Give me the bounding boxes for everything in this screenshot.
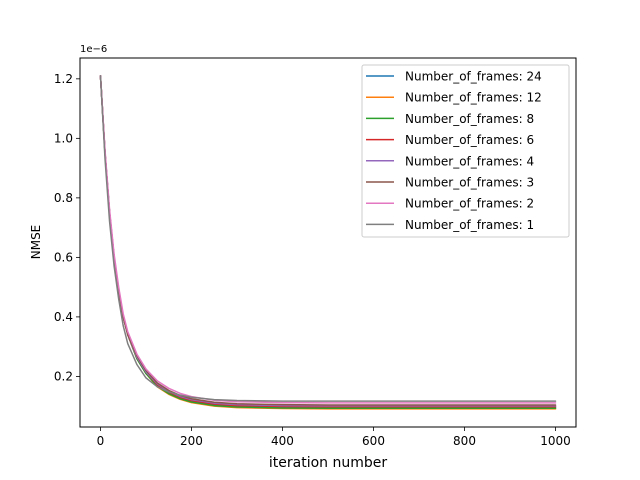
y-tick-label: 0.6 <box>54 250 73 264</box>
legend-box <box>361 64 570 238</box>
legend-label: Number_of_frames: 8 <box>405 112 534 126</box>
legend-label: Number_of_frames: 24 <box>405 70 542 84</box>
legend-label: Number_of_frames: 12 <box>405 91 542 105</box>
plot-frame <box>79 57 577 428</box>
legend-items: Number_of_frames: 24 Number_of_frames: 12… <box>366 70 542 232</box>
y-tick-label: 1.0 <box>54 131 73 145</box>
legend-label: Number_of_frames: 2 <box>405 197 534 211</box>
y-tick-label: 0.8 <box>54 191 73 205</box>
x-tick-label: 400 <box>271 434 294 448</box>
legend-label: Number_of_frames: 3 <box>405 176 534 190</box>
x-tick-label: 0 <box>97 434 105 448</box>
y-offset-label: 1e−6 <box>80 44 107 55</box>
series-line-8 <box>99 75 557 402</box>
y-tick-label: 0.4 <box>54 310 73 324</box>
y-tick-label: 1.2 <box>54 72 73 86</box>
y-tick-label: 0.2 <box>54 369 73 383</box>
y-axis-ticks: 0.2 0.4 0.6 0.8 1.0 1.2 <box>54 72 80 383</box>
x-tick-label: 200 <box>180 434 203 448</box>
x-tick-label: 600 <box>362 434 385 448</box>
legend-label: Number_of_frames: 1 <box>405 218 534 232</box>
y-axis-label: NMSE <box>29 225 43 260</box>
series-line-7 <box>99 75 557 404</box>
x-tick-label: 800 <box>453 434 476 448</box>
x-tick-label: 1000 <box>540 434 571 448</box>
x-axis-ticks: 0 200 400 600 800 1000 <box>97 427 571 448</box>
legend: Number_of_frames: 24 Number_of_frames: 12… <box>361 64 570 238</box>
legend-label: Number_of_frames: 6 <box>405 133 534 147</box>
series-layer <box>99 75 557 410</box>
legend-label: Number_of_frames: 4 <box>405 154 534 168</box>
x-axis-label: iteration number <box>269 455 387 471</box>
